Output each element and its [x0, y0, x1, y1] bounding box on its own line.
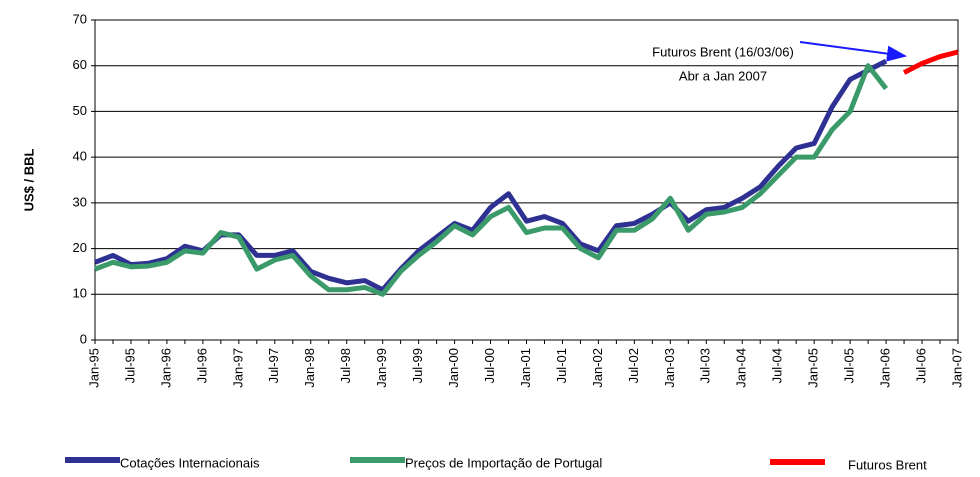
x-tick-label: Jan-03	[662, 348, 677, 388]
x-tick-label: Jul-04	[770, 348, 785, 383]
legend-label: Futuros Brent	[848, 457, 927, 472]
x-tick-label: Jan-00	[446, 348, 461, 388]
x-tick-label: Jan-98	[302, 348, 317, 388]
x-tick-label: Jul-05	[842, 348, 857, 383]
x-tick-label: Jan-96	[158, 348, 173, 388]
y-tick-label: 40	[73, 149, 87, 164]
x-tick-label: Jan-01	[518, 348, 533, 388]
annotation: Futuros Brent (16/03/06)	[652, 44, 794, 59]
annotation-arrow	[799, 41, 907, 62]
legend-label: Cotações Internacionais	[120, 455, 260, 470]
y-tick-label: 10	[73, 286, 87, 301]
x-tick-label: Jan-99	[374, 348, 389, 388]
series-line	[94, 58, 888, 293]
x-tick-label: Jul-00	[482, 348, 497, 383]
series-line	[902, 49, 959, 75]
x-tick-label: Jan-07	[949, 348, 964, 388]
y-tick-label: 50	[73, 103, 87, 118]
x-tick-label: Jul-01	[554, 348, 569, 383]
y-tick-label: 30	[73, 194, 87, 209]
x-tick-label: Jul-96	[194, 348, 209, 383]
x-tick-label: Jan-02	[590, 348, 605, 388]
x-tick-label: Jan-04	[734, 348, 749, 388]
x-tick-label: Jul-02	[626, 348, 641, 383]
y-tick-label: 60	[73, 57, 87, 72]
x-tick-label: Jul-06	[913, 348, 928, 383]
series-line	[94, 63, 889, 297]
x-tick-label: Jul-97	[266, 348, 281, 383]
x-tick-label: Jan-06	[878, 348, 893, 388]
y-tick-label: 70	[73, 11, 87, 26]
y-tick-label: 20	[73, 240, 87, 255]
x-tick-label: Jan-97	[230, 348, 245, 388]
x-tick-label: Jan-95	[86, 348, 101, 388]
x-tick-label: Jul-03	[698, 348, 713, 383]
y-axis-label: US$ / BBL	[21, 149, 36, 212]
plot-border	[94, 19, 959, 341]
y-tick-label: 0	[80, 331, 87, 346]
legend-label: Preços de Importação de Portugal	[405, 455, 602, 470]
x-tick-label: Jan-05	[806, 348, 821, 388]
x-tick-label: Jul-95	[122, 348, 137, 383]
x-tick-label: Jul-98	[338, 348, 353, 383]
annotation: Abr a Jan 2007	[679, 68, 767, 83]
x-tick-label: Jul-99	[410, 348, 425, 383]
